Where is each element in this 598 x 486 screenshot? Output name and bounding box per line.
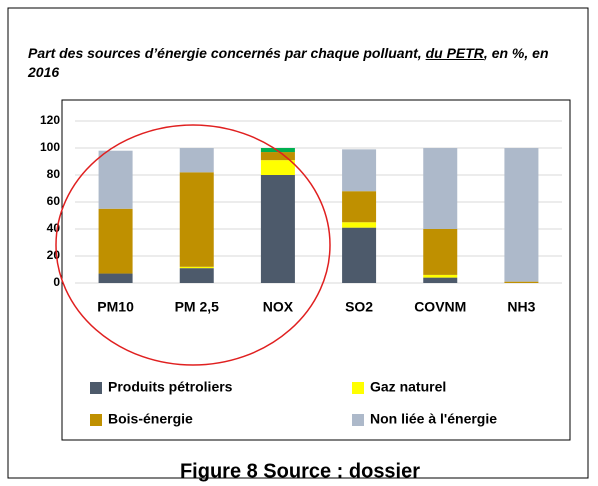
legend-label: Non liée à l'énergie (370, 411, 497, 427)
bar-segment (504, 281, 539, 283)
y-tick-label: 100 (40, 140, 60, 154)
highlight-circle (55, 124, 331, 366)
x-tick-label: PM10 (97, 299, 134, 315)
title-part: du PETR (425, 45, 484, 61)
y-tick-label: 80 (47, 167, 61, 181)
chart-title: Part des sources d’énergie concernés par… (28, 44, 568, 82)
bar-segment (342, 149, 377, 192)
bar-segment (342, 227, 377, 283)
caption: Figure 8 Source : dossier (180, 460, 420, 482)
bar-segment (260, 175, 295, 283)
x-tick-label: NH3 (507, 299, 535, 315)
chart-frame (61, 99, 571, 441)
legend-swatch (90, 382, 102, 394)
legend-label: Gaz naturel (370, 379, 446, 395)
y-tick-label: 20 (47, 248, 61, 262)
y-tick-label: 120 (40, 113, 60, 127)
bar-segment (98, 150, 133, 209)
bar-segment (98, 208, 133, 274)
y-tick-label: 60 (47, 194, 61, 208)
legend-swatch (352, 414, 364, 426)
bar-segment (504, 148, 539, 282)
bar-segment (260, 152, 295, 161)
bar-segment (179, 172, 214, 267)
legend-swatch (352, 382, 364, 394)
y-tick-label: 0 (53, 275, 60, 289)
x-tick-label: SO2 (345, 299, 373, 315)
x-tick-label: COVNM (414, 299, 466, 315)
bar-segment (260, 160, 295, 175)
bar-segment (179, 268, 214, 283)
bar-segment (98, 273, 133, 283)
bar-segment (423, 277, 458, 283)
outer-frame (7, 7, 589, 479)
bar-segment (423, 274, 458, 278)
bar-segment (423, 148, 458, 229)
title-part: , en %, en 2016 (28, 45, 549, 80)
x-tick-label: NOX (263, 299, 294, 315)
bar-segment (179, 148, 214, 173)
bar-segment (179, 266, 214, 269)
title-part: Part des sources d’énergie concernés par… (28, 45, 426, 61)
legend-label: Bois-énergie (108, 411, 193, 427)
legend-swatch (90, 414, 102, 426)
x-tick-label: PM 2,5 (175, 299, 220, 315)
bar-segment (342, 222, 377, 228)
legend-label: Produits pétroliers (108, 379, 233, 395)
bar-segment (342, 191, 377, 223)
bar-segment (423, 229, 458, 275)
